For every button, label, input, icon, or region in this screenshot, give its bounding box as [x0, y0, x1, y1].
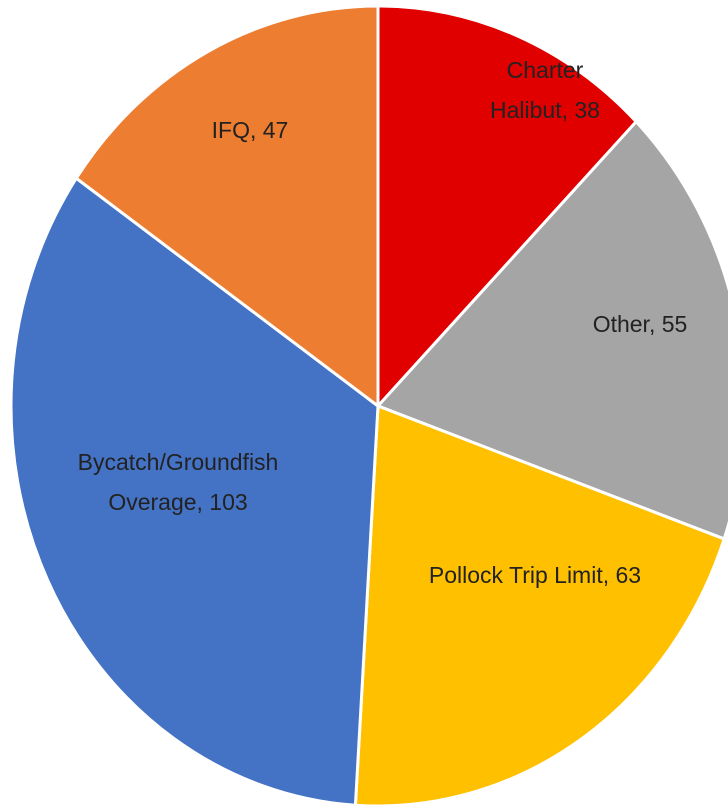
data-label: Charter Halibut, 38: [490, 57, 600, 123]
data-label-line: Charter: [507, 57, 584, 83]
pie-slice: [375, 119, 728, 541]
data-label-line: Bycatch/Groundfish: [78, 449, 279, 475]
data-label-line: Other, 55: [593, 311, 688, 337]
pie-slice: [376, 4, 639, 410]
data-label: Bycatch/Groundfish Overage, 103: [78, 449, 279, 515]
data-label: IFQ, 47: [212, 117, 289, 143]
data-label-line: Overage, 103: [108, 489, 247, 515]
data-label-line: Pollock Trip Limit, 63: [429, 562, 641, 588]
pie-slice: [9, 176, 380, 807]
pie-slice: [74, 4, 380, 410]
data-label: Pollock Trip Limit, 63: [429, 562, 641, 588]
data-label-line: Halibut, 38: [490, 97, 600, 123]
data-label: Other, 55: [593, 311, 688, 337]
pie-slice: [353, 403, 727, 808]
data-label-line: IFQ, 47: [212, 117, 289, 143]
